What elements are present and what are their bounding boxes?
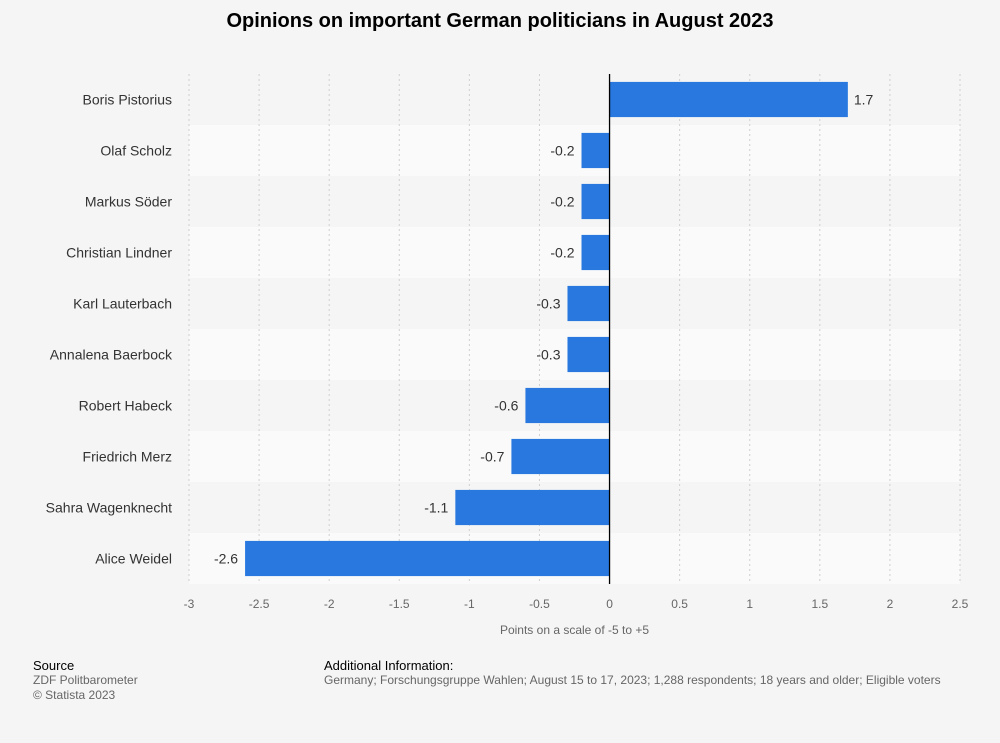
category-label: Olaf Scholz: [100, 143, 172, 159]
bar: [609, 81, 848, 118]
category-label: Christian Lindner: [66, 245, 172, 261]
chart-title: Opinions on important German politicians…: [226, 10, 774, 32]
category-label: Sahra Wagenknecht: [46, 500, 172, 516]
bar: [511, 438, 610, 475]
category-label: Karl Lauterbach: [73, 296, 172, 312]
data-label: -0.7: [480, 449, 504, 465]
category-label: Annalena Baerbock: [50, 347, 173, 363]
bar: [455, 489, 610, 526]
bar: [581, 132, 610, 169]
bar: [525, 387, 610, 424]
copyright-line[interactable]: © Statista 2023: [33, 688, 116, 702]
data-label: -0.2: [550, 194, 574, 210]
data-label: -0.2: [550, 245, 574, 261]
data-label: -0.6: [494, 398, 518, 414]
x-tick-label: 2: [887, 597, 894, 611]
bar-chart: 1.7 Boris Pistorius -0.2 Olaf Scholz -0.2 Mar…: [46, 74, 969, 637]
data-label: -0.2: [550, 143, 574, 159]
x-tick-label: 2.5: [952, 597, 969, 611]
x-axis-title: Points on a scale of -5 to +5: [500, 623, 649, 637]
data-label: -2.6: [214, 551, 238, 567]
data-label: -0.3: [536, 296, 560, 312]
category-label: Alice Weidel: [95, 551, 172, 567]
category-label: Markus Söder: [85, 194, 172, 210]
additional-info-text: Germany; Forschungsgruppe Wahlen; August…: [324, 673, 941, 687]
bar: [581, 183, 610, 220]
source-label: Source: [33, 658, 75, 673]
bar: [567, 285, 610, 322]
bar: [581, 234, 610, 271]
data-label: 1.7: [854, 92, 874, 108]
x-tick-label: -2: [324, 597, 335, 611]
category-label: Friedrich Merz: [83, 449, 172, 465]
x-tick-label: -2.5: [249, 597, 270, 611]
bar: [567, 336, 610, 373]
x-tick-label: -3: [184, 597, 195, 611]
x-tick-label: 1.5: [811, 597, 828, 611]
data-label: -1.1: [424, 500, 448, 516]
row-band: [189, 227, 960, 278]
x-tick-label: 0.5: [671, 597, 688, 611]
additional-info-label: Additional Information:: [324, 658, 454, 673]
x-tick-label: 0: [606, 597, 613, 611]
data-label: -0.3: [536, 347, 560, 363]
x-tick-label: 1: [746, 597, 753, 611]
x-tick-label: -0.5: [529, 597, 550, 611]
additional-info-block: Additional Information: Germany; Forschu…: [324, 658, 941, 688]
source-line[interactable]: ZDF Politbarometer: [33, 673, 138, 687]
category-label: Boris Pistorius: [83, 92, 172, 108]
source-block: Source ZDF Politbarometer © Statista 202…: [33, 658, 138, 703]
x-tick-label: -1.5: [389, 597, 410, 611]
bar: [245, 540, 610, 577]
row-band: [189, 125, 960, 176]
x-tick-label: -1: [464, 597, 475, 611]
category-label: Robert Habeck: [79, 398, 173, 414]
row-band: [189, 176, 960, 227]
